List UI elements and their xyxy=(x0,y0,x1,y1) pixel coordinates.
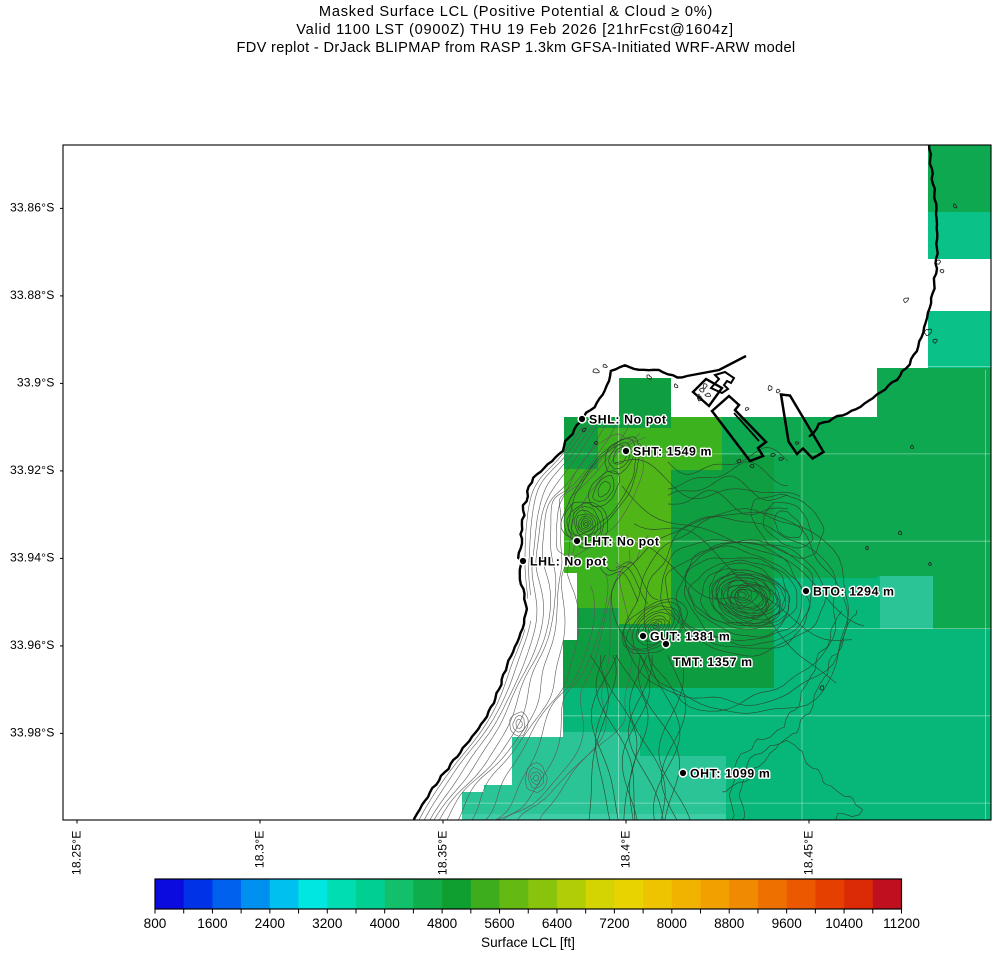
svg-text:8800: 8800 xyxy=(714,916,745,931)
svg-text:33.88°S: 33.88°S xyxy=(10,288,55,302)
svg-text:SHT: 1549 m: SHT: 1549 m xyxy=(633,445,712,459)
svg-text:BTO: 1294 m: BTO: 1294 m xyxy=(813,585,895,599)
svg-text:33.94°S: 33.94°S xyxy=(10,551,55,565)
svg-text:18.45°E: 18.45°E xyxy=(802,831,816,876)
svg-text:OHT: 1099 m: OHT: 1099 m xyxy=(690,767,770,781)
svg-text:TMT: 1357 m: TMT: 1357 m xyxy=(673,655,753,669)
svg-text:Valid 1100 LST (0900Z) THU 19: Valid 1100 LST (0900Z) THU 19 Feb 2026 [… xyxy=(296,22,734,38)
svg-text:18.35°E: 18.35°E xyxy=(436,831,450,876)
svg-text:4800: 4800 xyxy=(427,916,458,931)
svg-text:10400: 10400 xyxy=(825,916,863,931)
svg-text:33.86°S: 33.86°S xyxy=(10,201,55,215)
svg-text:LHL: No pot: LHL: No pot xyxy=(530,555,607,569)
svg-text:Masked Surface LCL (Positive P: Masked Surface LCL (Positive Potential &… xyxy=(319,4,713,20)
svg-text:LHT: No pot: LHT: No pot xyxy=(584,535,660,549)
svg-text:2400: 2400 xyxy=(255,916,286,931)
svg-text:7200: 7200 xyxy=(599,916,630,931)
svg-text:33.92°S: 33.92°S xyxy=(10,463,55,477)
svg-text:800: 800 xyxy=(144,916,167,931)
svg-text:1600: 1600 xyxy=(197,916,228,931)
svg-text:33.98°S: 33.98°S xyxy=(10,726,55,740)
svg-text:GUT: 1381 m: GUT: 1381 m xyxy=(650,630,730,644)
svg-text:33.96°S: 33.96°S xyxy=(10,638,55,652)
svg-text:18.25°E: 18.25°E xyxy=(70,831,84,876)
svg-text:6400: 6400 xyxy=(542,916,573,931)
svg-text:18.4°E: 18.4°E xyxy=(619,831,633,869)
svg-text:9600: 9600 xyxy=(772,916,803,931)
svg-text:SHL: No pot: SHL: No pot xyxy=(589,413,667,427)
svg-text:3200: 3200 xyxy=(312,916,343,931)
svg-text:5600: 5600 xyxy=(484,916,515,931)
svg-text:33.9°S: 33.9°S xyxy=(17,376,55,390)
svg-text:8000: 8000 xyxy=(657,916,688,931)
svg-text:11200: 11200 xyxy=(883,916,920,931)
svg-text:4000: 4000 xyxy=(370,916,401,931)
svg-text:18.3°E: 18.3°E xyxy=(253,831,267,869)
svg-text:Surface LCL [ft]: Surface LCL [ft] xyxy=(481,935,575,950)
svg-text:FDV replot - DrJack BLIPMAP fr: FDV replot - DrJack BLIPMAP from RASP 1.… xyxy=(237,40,796,56)
